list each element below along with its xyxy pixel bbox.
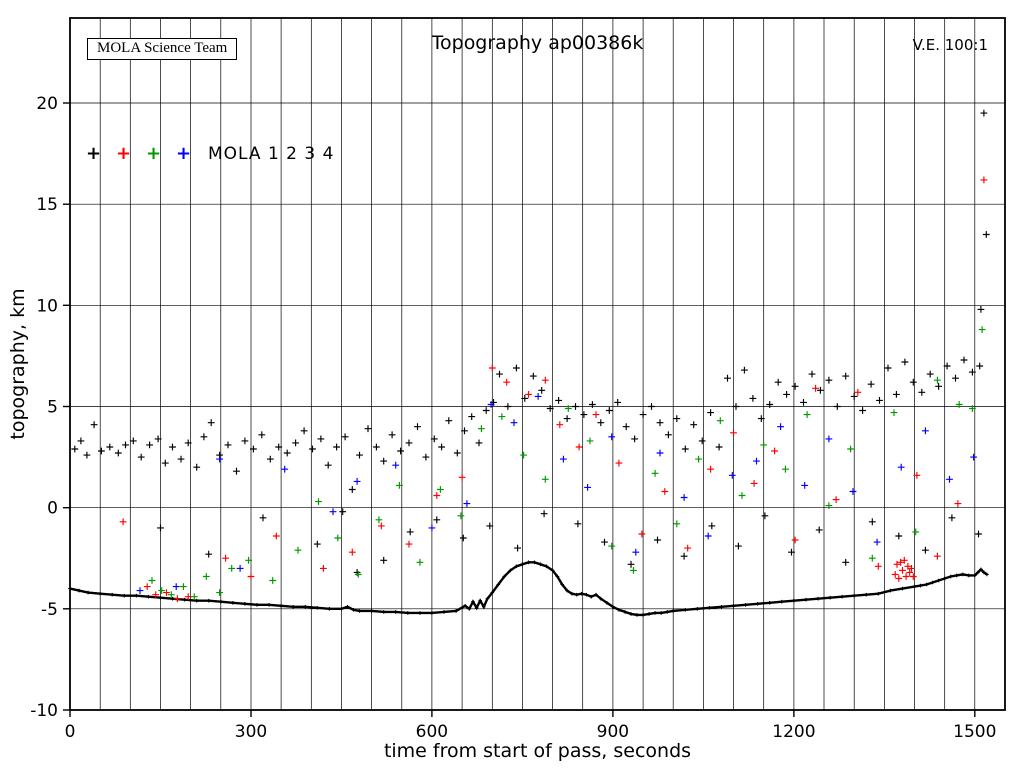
legend-marker-mola3-plus-icon: + [146,143,162,164]
series-mola-1-scatter [71,109,990,576]
x-axis-title: time from start of pass, seconds [383,740,692,762]
x-axis-ticks: 0 300 600 900 1200 1500 [65,710,996,742]
y-axis-ticks: -10 -5 0 5 10 15 20 [30,94,70,721]
series-mola-3-scatter [148,326,986,601]
x-tick-label: 1200 [772,722,815,742]
legend: + + + + MOLA 1 2 3 4 [86,144,334,164]
grid-lines [69,18,1006,711]
x-tick-label: 600 [416,722,448,742]
series-mola-2-scatter [119,176,988,603]
legend-marker-mola2-plus-icon: + [116,143,132,164]
ground-track-line [69,561,988,617]
legend-marker-mola1-plus-icon: + [86,143,102,164]
ground-track-markers [68,560,989,617]
scatter-markers [71,109,990,576]
science-team-badge: MOLA Science Team [87,38,238,60]
scatter-markers [119,176,988,603]
x-tick-label: 900 [597,722,629,742]
y-tick-label: -5 [41,600,58,620]
scatter-markers [136,393,977,594]
y-tick-label: 20 [36,94,58,114]
scatter-markers [148,326,986,601]
series-mola-4-scatter [136,393,977,594]
legend-marker-mola4-plus-icon: + [176,143,192,164]
y-tick-label: 10 [36,296,58,316]
legend-label: MOLA 1 2 3 4 [208,144,335,164]
y-tick-label: 5 [47,398,58,418]
y-tick-label: 0 [47,499,58,519]
plot-frame [69,17,1006,711]
y-tick-label: 15 [36,195,58,215]
x-tick-label: 300 [235,722,267,742]
y-axis-title: topography, km [7,288,29,440]
x-tick-label: 1500 [953,722,996,742]
series-ground-track [68,560,989,617]
x-tick-label: 0 [65,722,76,742]
vertical-exaggeration-label: V.E. 100:1 [912,36,988,54]
chart-title: Topography ap00386k [431,32,644,54]
y-tick-label: -10 [30,701,58,721]
